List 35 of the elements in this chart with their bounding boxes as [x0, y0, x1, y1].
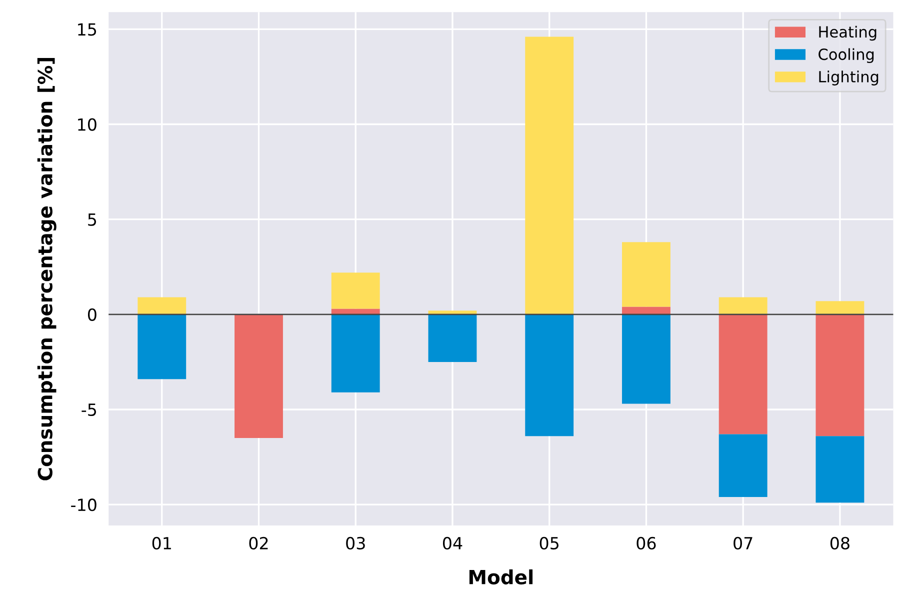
bar [718, 297, 768, 314]
bar [816, 314, 864, 436]
bar [234, 314, 283, 438]
bar [138, 297, 186, 314]
bar [525, 314, 574, 436]
bar [525, 36, 574, 314]
y-tick-label: 0 [88, 308, 96, 321]
y-tick-label: -10 [71, 498, 96, 512]
bar [622, 242, 670, 307]
x-tick-label: 07 [734, 536, 752, 550]
bar [816, 436, 864, 503]
y-tick-label: 5 [88, 214, 96, 226]
bar [816, 301, 864, 314]
bar [622, 314, 670, 404]
legend-label: Cooling [818, 48, 874, 64]
bar [331, 272, 380, 309]
y-tick-label: 10 [78, 118, 96, 131]
y-tick-label: -5 [82, 404, 96, 416]
x-axis-title: Model [469, 569, 533, 584]
bar [428, 314, 477, 362]
x-tick-label: 06 [636, 536, 656, 550]
x-tick-label: 01 [152, 536, 171, 550]
x-tick-label: 03 [346, 536, 365, 550]
legend-label: Heating [819, 26, 876, 41]
y-tick-label: 15 [78, 23, 96, 36]
bar [331, 314, 380, 392]
legend-label: Lighting [819, 70, 878, 86]
bar [718, 314, 768, 434]
x-tick-label: 08 [830, 536, 850, 550]
x-tick-label: 05 [540, 536, 558, 550]
x-tick-label: 04 [442, 536, 462, 550]
y-axis-title: Consumption percentage variation [%] [37, 58, 56, 480]
x-tick-label: 02 [249, 536, 268, 550]
bar [138, 314, 186, 380]
bar [718, 434, 768, 497]
